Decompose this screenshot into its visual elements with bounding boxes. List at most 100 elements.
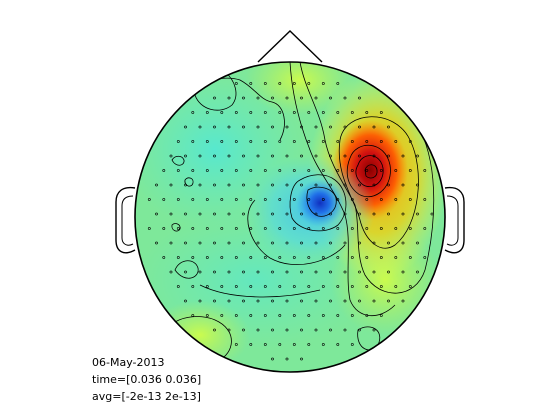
sensor-marker: [372, 299, 376, 303]
sensor-marker: [205, 140, 209, 143]
sensor-marker: [227, 154, 231, 158]
sensor-marker: [314, 299, 318, 303]
sensor-marker: [358, 125, 361, 129]
sensor-marker: [220, 256, 224, 259]
sensor-marker: [321, 111, 325, 114]
sensor-marker: [242, 96, 245, 100]
sensor-marker: [408, 227, 412, 230]
sensor-marker: [394, 169, 398, 172]
sensor-marker: [271, 328, 274, 332]
sensor-marker: [198, 212, 202, 216]
sensor-marker: [285, 212, 289, 216]
sensor-marker: [329, 299, 332, 303]
sensor-marker: [249, 314, 253, 317]
sensor-marker: [285, 241, 289, 245]
sensor-marker: [343, 328, 347, 332]
sensor-marker: [220, 140, 224, 143]
sensor-marker: [314, 212, 318, 216]
sensor-marker: [234, 256, 238, 259]
sensor-marker: [184, 154, 187, 158]
sensor-marker: [336, 256, 340, 259]
sensor-marker: [176, 227, 180, 230]
sensor-marker: [350, 256, 354, 259]
sensor-marker: [234, 140, 238, 143]
sensor-marker: [394, 198, 398, 201]
sensor-marker: [198, 125, 202, 129]
sensor-marker: [423, 169, 427, 172]
sensor-marker: [314, 241, 318, 245]
sensor-marker: [249, 343, 253, 346]
sensor-marker: [278, 256, 282, 259]
sensor-marker: [242, 241, 245, 245]
sensor-marker: [256, 96, 260, 100]
negative-peak: [296, 179, 344, 227]
sensor-marker: [358, 154, 361, 158]
sensor-marker: [234, 198, 238, 201]
sensor-marker: [249, 285, 253, 288]
sensor-marker: [285, 96, 289, 100]
sensor-marker: [336, 140, 340, 143]
sensor-marker: [285, 299, 289, 303]
sensor-marker: [242, 328, 245, 332]
sensor-marker: [336, 227, 340, 230]
sensor-marker: [263, 82, 267, 85]
sensor-marker: [321, 227, 325, 230]
sensor-marker: [198, 299, 202, 303]
sensor-marker: [213, 96, 216, 100]
sensor-marker: [350, 169, 354, 172]
sensor-marker: [285, 328, 289, 332]
sensor-marker: [307, 256, 311, 259]
sensor-marker: [242, 270, 245, 274]
sensor-marker: [271, 270, 274, 274]
sensor-marker: [234, 111, 238, 114]
sensor-marker: [379, 111, 383, 114]
sensor-marker: [387, 125, 390, 129]
sensor-marker: [184, 183, 187, 187]
sensor-marker: [249, 227, 253, 230]
right-ear: [444, 186, 465, 254]
sensor-marker: [292, 111, 296, 114]
sensor-marker: [162, 256, 166, 259]
sensor-grid: [147, 82, 434, 361]
head-outline: [134, 61, 446, 373]
sensor-marker: [271, 125, 274, 129]
sensor-marker: [227, 299, 231, 303]
sensor-marker: [263, 343, 267, 346]
sensor-marker: [394, 140, 398, 143]
sensor-marker: [300, 270, 303, 274]
sensor-marker: [249, 198, 253, 201]
sensor-marker: [242, 299, 245, 303]
sensor-marker: [387, 183, 390, 187]
sensor-marker: [256, 270, 260, 274]
sensor-marker: [321, 256, 325, 259]
sensor-marker: [220, 169, 224, 172]
sensor-marker: [343, 96, 347, 100]
sensor-marker: [256, 125, 260, 129]
sensor-marker: [271, 299, 274, 303]
sensor-marker: [321, 343, 325, 346]
sensor-marker: [343, 270, 347, 274]
sensor-marker: [285, 357, 289, 361]
sensor-marker: [191, 140, 195, 143]
sensor-marker: [271, 183, 274, 187]
sensor-marker: [394, 227, 398, 230]
sensor-marker: [387, 241, 390, 245]
sensor-marker: [292, 82, 296, 85]
sensor-marker: [379, 169, 383, 172]
sensor-marker: [358, 96, 361, 100]
sensor-marker: [408, 285, 412, 288]
sensor-marker: [227, 183, 231, 187]
sensor-marker: [329, 125, 332, 129]
sensor-marker: [401, 299, 405, 303]
sensor-marker: [155, 183, 158, 187]
sensor-marker: [249, 256, 253, 259]
sensor-marker: [191, 111, 195, 114]
sensor-marker: [292, 140, 296, 143]
sensor-marker: [365, 227, 369, 230]
sensor-marker: [336, 82, 340, 85]
sensor-marker: [278, 198, 282, 201]
sensor-marker: [350, 111, 354, 114]
sensor-marker: [408, 169, 412, 172]
sensor-marker: [191, 285, 195, 288]
sensor-marker: [155, 212, 158, 216]
